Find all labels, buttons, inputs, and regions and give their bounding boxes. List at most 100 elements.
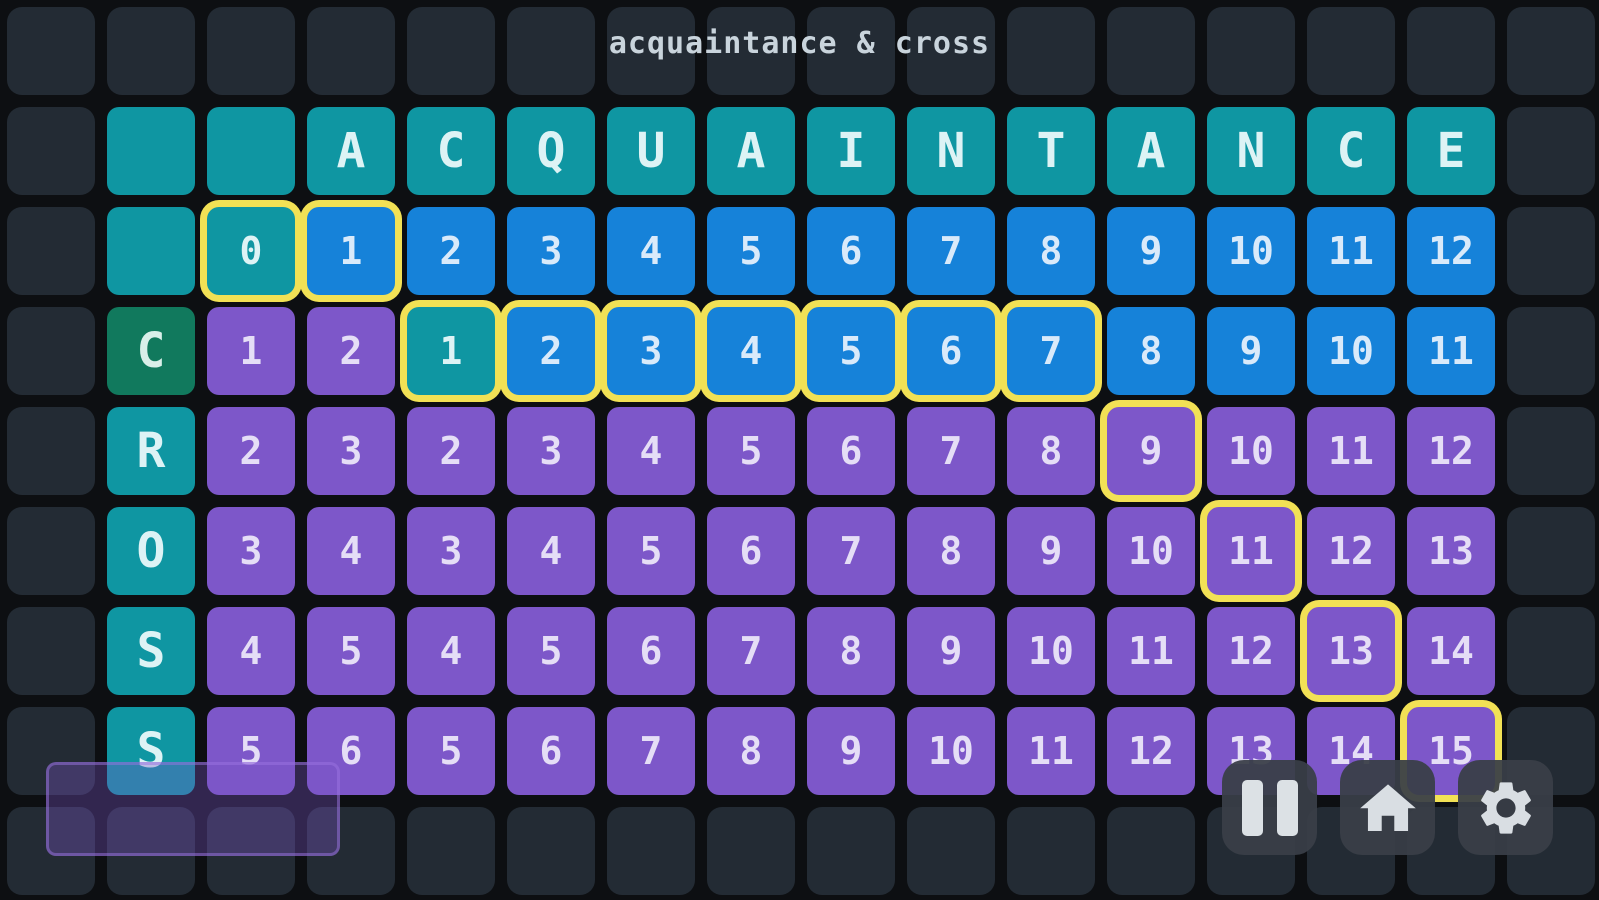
matrix-value-tile: 6 (707, 507, 795, 595)
matrix-value-tile: 8 (1007, 407, 1095, 495)
row-label-tile: O (107, 507, 195, 595)
grid-background-cell (1207, 7, 1295, 95)
grid-background-cell (607, 7, 695, 95)
header-letter-tile: T (1007, 107, 1095, 195)
home-button[interactable] (1340, 760, 1435, 855)
grid-background-cell (1007, 7, 1095, 95)
matrix-value-tile-highlighted: 11 (1207, 507, 1295, 595)
row-label-tile: R (107, 407, 195, 495)
grid-background-cell (1107, 7, 1195, 95)
matrix-value-tile: 9 (1207, 307, 1295, 395)
matrix-value-tile: 11 (1007, 707, 1095, 795)
matrix-value-tile-highlighted: 5 (807, 307, 895, 395)
row-label-tile (107, 207, 195, 295)
matrix-value-tile: 2 (407, 407, 495, 495)
matrix-value-tile: 8 (1007, 207, 1095, 295)
grid-background-cell (7, 607, 95, 695)
grid-background-cell (7, 107, 95, 195)
matrix-value-tile-highlighted: 9 (1107, 407, 1195, 495)
header-letter-tile: A (707, 107, 795, 195)
matrix-value-tile: 10 (907, 707, 995, 795)
matrix-value-tile: 9 (807, 707, 895, 795)
grid-background-cell (507, 7, 595, 95)
grid-background-cell (407, 807, 495, 895)
matrix-value-tile: 3 (407, 507, 495, 595)
grid-background-cell (607, 807, 695, 895)
matrix-value-tile: 9 (1107, 207, 1195, 295)
grid-background-cell (307, 7, 395, 95)
matrix-value-tile: 13 (1407, 507, 1495, 595)
matrix-value-tile-highlighted: 4 (707, 307, 795, 395)
header-letter-tile: N (907, 107, 995, 195)
matrix-value-tile: 6 (507, 707, 595, 795)
matrix-value-tile: 12 (1307, 507, 1395, 595)
header-letter-tile: A (1107, 107, 1195, 195)
matrix-value-tile: 8 (807, 607, 895, 695)
grid-background-cell (7, 707, 95, 795)
header-letter-tile (107, 107, 195, 195)
pause-button[interactable] (1222, 760, 1317, 855)
matrix-value-tile: 12 (1407, 207, 1495, 295)
gear-icon (1480, 781, 1531, 834)
matrix-value-tile-highlighted: 1 (307, 207, 395, 295)
matrix-value-tile: 2 (407, 207, 495, 295)
matrix-value-tile-highlighted: 1 (407, 307, 495, 395)
grid-background-cell (107, 7, 195, 95)
matrix-value-tile: 5 (707, 207, 795, 295)
home-icon (1359, 783, 1416, 831)
matrix-value-tile: 5 (307, 607, 395, 695)
header-letter-tile: Q (507, 107, 595, 195)
row-label-tile: S (107, 707, 195, 795)
grid-background-cell (1507, 507, 1595, 595)
matrix-value-tile: 11 (1107, 607, 1195, 695)
matrix-value-tile-highlighted: 13 (1307, 607, 1395, 695)
matrix-value-tile: 4 (407, 607, 495, 695)
matrix-value-tile: 11 (1307, 407, 1395, 495)
matrix-value-tile: 10 (1107, 507, 1195, 595)
grid-background-cell (707, 807, 795, 895)
matrix-value-tile: 5 (507, 607, 595, 695)
grid-background-cell (407, 7, 495, 95)
matrix-value-tile: 3 (307, 407, 395, 495)
matrix-value-tile: 10 (1007, 607, 1095, 695)
grid-background-cell (1407, 7, 1495, 95)
pause-icon (1241, 779, 1298, 836)
matrix-value-tile: 5 (607, 507, 695, 595)
settings-button[interactable] (1458, 760, 1553, 855)
matrix-value-tile: 12 (1107, 707, 1195, 795)
matrix-value-tile: 4 (507, 507, 595, 595)
grid-background-cell (1507, 407, 1595, 495)
matrix-value-tile: 12 (1407, 407, 1495, 495)
matrix-value-tile: 7 (907, 407, 995, 495)
row-label-tile: C (107, 307, 195, 395)
grid-background-cell (7, 7, 95, 95)
grid-background-cell (7, 207, 95, 295)
matrix-value-tile: 7 (907, 207, 995, 295)
grid-background-cell (1507, 607, 1595, 695)
matrix-value-tile-highlighted: 2 (507, 307, 595, 395)
matrix-value-tile-highlighted: 3 (607, 307, 695, 395)
matrix-value-tile: 6 (607, 607, 695, 695)
header-letter-tile (207, 107, 295, 195)
matrix-value-tile: 11 (1407, 307, 1495, 395)
matrix-value-tile: 6 (807, 407, 895, 495)
matrix-value-tile: 4 (307, 507, 395, 595)
matrix-value-tile: 14 (1407, 607, 1495, 695)
header-letter-tile: A (307, 107, 395, 195)
matrix-value-tile-highlighted: 0 (207, 207, 295, 295)
matrix-value-tile: 6 (807, 207, 895, 295)
matrix-value-tile: 4 (607, 407, 695, 495)
grid-background-cell (1507, 7, 1595, 95)
puzzle-title: acquaintance & cross (608, 26, 991, 61)
matrix-value-tile: 3 (507, 207, 595, 295)
matrix-value-tile: 5 (707, 407, 795, 495)
grid-background-cell (1507, 307, 1595, 395)
matrix-value-tile: 5 (407, 707, 495, 795)
matrix-value-tile: 9 (907, 607, 995, 695)
grid-background-cell (907, 807, 995, 895)
row-label-tile: S (107, 607, 195, 695)
grid-background-cell (807, 7, 895, 95)
header-letter-tile: I (807, 107, 895, 195)
grid-background-cell (1107, 807, 1195, 895)
matrix-value-tile: 5 (207, 707, 295, 795)
